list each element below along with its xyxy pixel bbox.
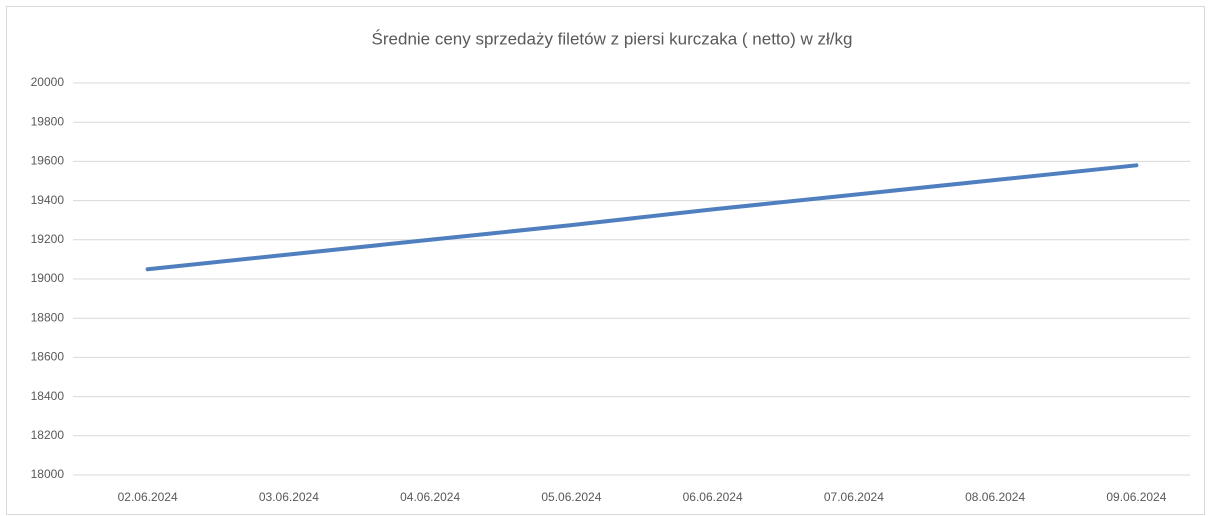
y-tick-label: 18200 bbox=[31, 428, 65, 442]
y-tick-label: 19600 bbox=[31, 154, 65, 168]
x-tick-label: 04.06.2024 bbox=[400, 490, 460, 504]
chart-border bbox=[6, 6, 1205, 515]
y-tick-label: 18000 bbox=[31, 467, 65, 481]
chart-title: Średnie ceny sprzedaży filetów z piersi … bbox=[372, 29, 853, 48]
y-tick-label: 18800 bbox=[31, 310, 65, 324]
y-tick-label: 20000 bbox=[31, 75, 65, 89]
x-tick-label: 09.06.2024 bbox=[1106, 490, 1166, 504]
x-tick-label: 03.06.2024 bbox=[259, 490, 319, 504]
y-tick-label: 18400 bbox=[31, 389, 65, 403]
y-tick-label: 19200 bbox=[31, 232, 65, 246]
x-tick-label: 05.06.2024 bbox=[541, 490, 601, 504]
y-tick-label: 18600 bbox=[31, 350, 65, 364]
x-tick-label: 07.06.2024 bbox=[824, 490, 884, 504]
y-tick-label: 19400 bbox=[31, 193, 65, 207]
x-tick-label: 06.06.2024 bbox=[683, 490, 743, 504]
y-tick-label: 19800 bbox=[31, 114, 65, 128]
x-tick-label: 02.06.2024 bbox=[118, 490, 178, 504]
x-tick-label: 08.06.2024 bbox=[965, 490, 1025, 504]
line-series bbox=[145, 163, 1139, 272]
y-tick-label: 19000 bbox=[31, 271, 65, 285]
